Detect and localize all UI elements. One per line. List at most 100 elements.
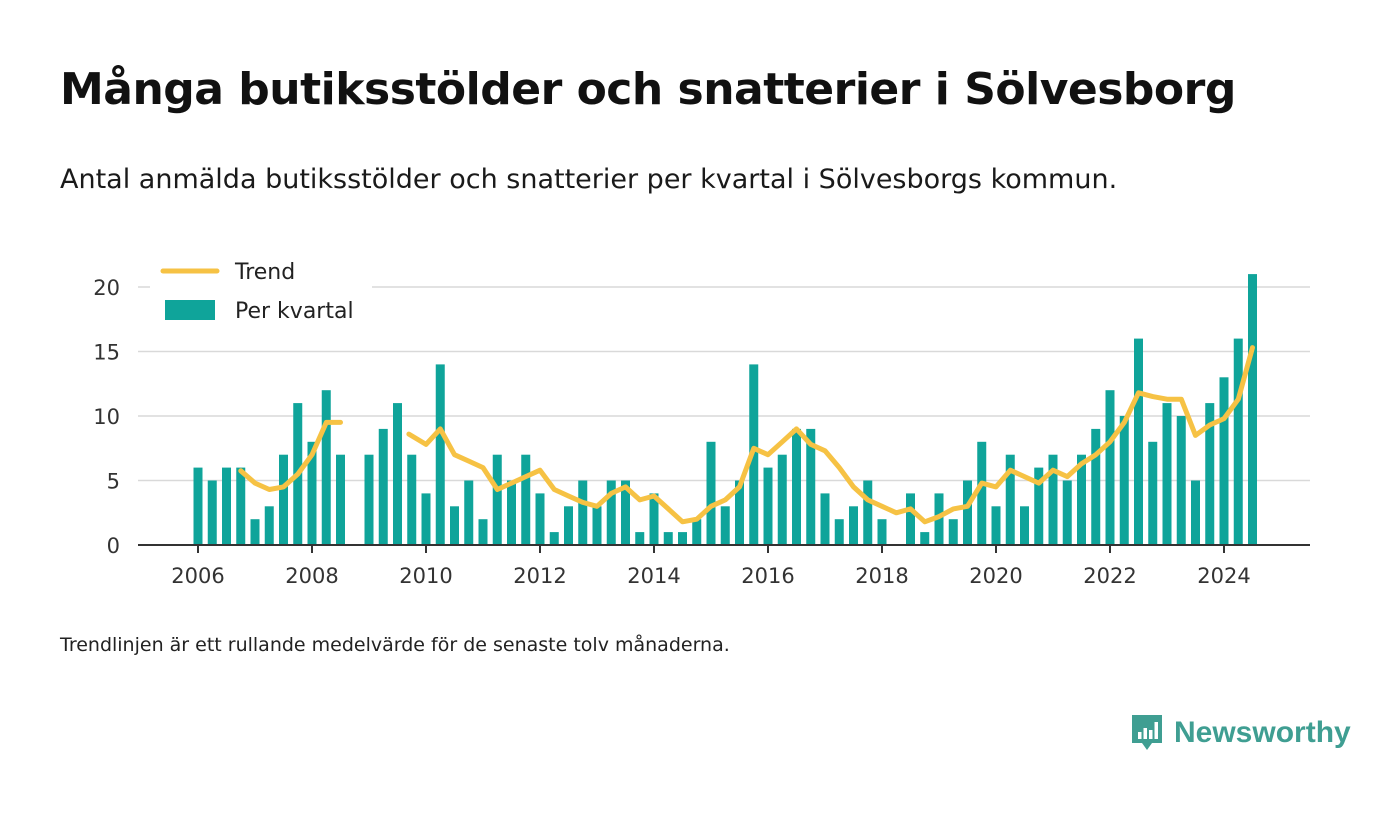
bar (635, 532, 645, 545)
bar (321, 390, 331, 545)
bar (521, 454, 531, 545)
bar (706, 441, 716, 545)
bar (264, 506, 274, 545)
bar (535, 493, 545, 545)
bar (834, 519, 844, 545)
bar (621, 480, 630, 545)
x-tick-label: 2014 (627, 564, 680, 588)
bar (792, 428, 801, 545)
axes: 0 5 10 15 20 2006 2008 2010 2012 2014 2016 2018 2020… (93, 276, 1310, 588)
bar (578, 480, 588, 545)
x-tick-label: 2010 (399, 564, 452, 588)
brand-logo[interactable]: Newsworthy (1130, 710, 1351, 756)
x-tick-label: 2006 (171, 564, 224, 588)
bar (649, 493, 659, 545)
bar (1191, 480, 1200, 545)
bar (720, 506, 730, 545)
bar (307, 441, 317, 545)
bar (435, 364, 445, 545)
x-tick-label: 2020 (969, 564, 1022, 588)
bar (421, 493, 431, 545)
x-tick-label: 2022 (1083, 564, 1136, 588)
bar (193, 467, 203, 545)
bar (806, 428, 816, 545)
bar (735, 480, 744, 545)
bar (464, 480, 474, 545)
bar (1134, 338, 1143, 545)
bar (207, 480, 217, 545)
bar (507, 480, 516, 545)
newsworthy-logo-icon (1132, 715, 1162, 750)
bar (393, 403, 402, 545)
x-tick-label: 2024 (1197, 564, 1250, 588)
bar (450, 506, 459, 545)
bar (364, 454, 374, 545)
bar (1148, 441, 1158, 545)
bar (336, 454, 345, 545)
legend-label-trend: Trend (234, 260, 295, 285)
footnote: Trendlinjen är ett rullande medelvärde f… (60, 634, 730, 656)
legend-label-per-kvartal: Per kvartal (235, 299, 354, 324)
bar (478, 519, 488, 545)
bar (920, 532, 930, 545)
bar (906, 493, 915, 545)
bar (1119, 416, 1129, 545)
bar (948, 519, 958, 545)
bar (549, 532, 559, 545)
bar (1219, 377, 1229, 545)
bar (1062, 480, 1072, 545)
bar (492, 454, 502, 545)
trend-line (406, 345, 1255, 525)
legend-bar-swatch (165, 300, 215, 320)
bar (1233, 338, 1243, 545)
bar (236, 467, 246, 545)
bar (1176, 416, 1186, 545)
y-tick-label: 10 (93, 405, 120, 429)
bar (1048, 454, 1058, 545)
chart-subtitle: Antal anmälda butiksstölder och snatteri… (60, 164, 1118, 195)
bar (863, 480, 873, 545)
brand-name: Newsworthy (1174, 716, 1351, 749)
bar (963, 480, 972, 545)
bar (407, 454, 417, 545)
bar (692, 519, 702, 545)
bar (877, 519, 887, 545)
bar (1205, 403, 1215, 545)
bar (820, 493, 830, 545)
bar (663, 532, 673, 545)
bar (1105, 390, 1115, 545)
y-tick-label: 5 (107, 470, 120, 494)
bar (564, 506, 573, 545)
bar (977, 441, 987, 545)
bar (1005, 454, 1015, 545)
bar (592, 506, 602, 545)
bar (250, 519, 260, 545)
bar (279, 454, 288, 545)
bar (1091, 428, 1101, 545)
trend-series (238, 345, 1255, 525)
x-tick-label: 2018 (855, 564, 908, 588)
bar (991, 506, 1001, 545)
bar (849, 506, 858, 545)
bar (378, 428, 388, 545)
bar (777, 454, 787, 545)
x-tick-label: 2012 (513, 564, 566, 588)
bar (222, 467, 231, 545)
trend-line (238, 419, 343, 492)
bar (606, 480, 616, 545)
bar (1077, 454, 1086, 545)
y-tick-label: 0 (107, 534, 120, 558)
bar (1162, 403, 1172, 545)
legend: Trend Per kvartal (150, 256, 372, 332)
y-tick-label: 20 (93, 276, 120, 300)
chart-title: Många butiksstölder och snatterier i Söl… (60, 64, 1236, 115)
bar (1020, 506, 1029, 545)
y-tick-label: 15 (93, 341, 120, 365)
bar (763, 467, 773, 545)
bar (678, 532, 687, 545)
bar (1248, 274, 1257, 545)
x-tick-label: 2008 (285, 564, 338, 588)
bar (1034, 467, 1044, 545)
x-tick-label: 2016 (741, 564, 794, 588)
